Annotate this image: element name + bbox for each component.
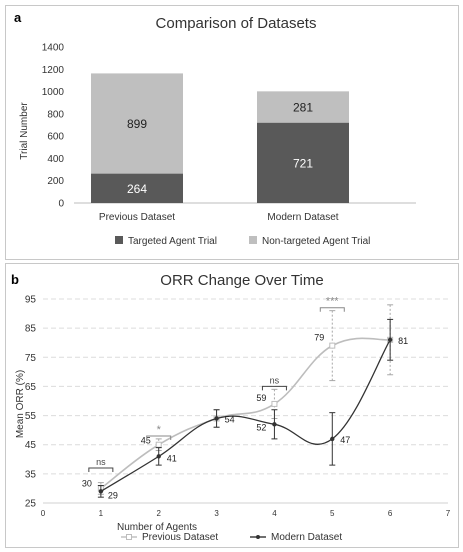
data-point [214,416,219,421]
panel-label-b: b [11,272,19,287]
bar-value-label: 281 [293,101,313,115]
bar-segment [257,122,349,203]
category-label: Modern Dataset [267,212,338,223]
legend-marker [126,534,132,540]
data-label: 29 [108,490,118,500]
y-tick-label: 600 [47,132,64,143]
data-label: 30 [82,478,92,488]
panel-b: b ORR Change Over Time Mean ORR (%) Numb… [5,263,459,548]
bar-segment [91,73,183,174]
legend-label: Previous Dataset [142,532,218,543]
x-tick-label: 2 [156,509,161,518]
y-tick-label: 800 [47,109,64,120]
panel-a: a Comparison of Datasets Trial Number 0 2… [5,5,459,260]
line-chart: b ORR Change Over Time Mean ORR (%) Numb… [11,272,451,543]
significance-label: *** [326,296,340,308]
x-tick-label: 7 [446,509,451,518]
significance-bracket [88,467,114,473]
chart-b-ylabel: Mean ORR (%) [15,370,26,438]
significance-bracket [319,307,345,312]
category-label: Previous Dataset [99,212,175,223]
legend-swatch [115,236,123,244]
y-tick-label: 1000 [42,87,65,98]
data-point [271,400,278,407]
data-label: 79 [314,333,324,343]
y-tick-label: 85 [25,324,37,335]
y-tick-label: 400 [47,154,64,165]
significance-label: ns [96,457,106,467]
x-tick-label: 4 [272,509,277,518]
x-tick-label: 1 [99,509,104,518]
significance-label: * [157,424,162,436]
y-tick-label: 35 [25,469,37,480]
significance-bracket [261,385,287,391]
data-point [155,441,162,448]
data-point [272,422,277,427]
chart-a-title: Comparison of Datasets [156,15,317,32]
x-tick-label: 3 [214,509,219,518]
x-tick-label: 5 [330,509,335,518]
data-point [156,454,161,459]
y-tick-label: 45 [25,440,37,451]
chart-b-title: ORR Change Over Time [160,272,323,289]
data-label: 52 [256,422,266,432]
y-tick-label: 1400 [42,43,65,54]
legend-label: Non-targeted Agent Trial [262,236,370,247]
y-tick-label: 0 [58,199,64,210]
bar-chart: a Comparison of Datasets Trial Number 0 2… [14,10,416,247]
y-tick-label: 200 [47,176,64,187]
y-tick-label: 95 [25,295,37,306]
data-point [329,342,336,349]
bar-segment [257,91,349,123]
significance-label: ns [270,375,280,385]
data-label: 41 [167,453,177,463]
y-tick-label: 1200 [42,65,65,76]
data-label: 59 [256,393,266,403]
y-tick-label: 65 [25,382,37,393]
data-label: 54 [225,414,235,424]
legend-label: Targeted Agent Trial [128,236,217,247]
chart-b-xlabel: Number of Agents [117,522,197,533]
legend-marker [256,535,260,539]
data-label: 81 [398,336,408,346]
series-line [100,339,391,492]
significance-bracket [146,435,172,440]
y-tick-label: 25 [25,499,37,510]
bar-value-label: 264 [127,182,147,196]
data-point [98,489,104,494]
chart-a-ylabel: Trial Number [19,102,30,160]
bar-value-label: 721 [293,156,313,170]
data-label: 45 [141,436,151,446]
data-label: 47 [340,435,350,445]
bar-value-label: 899 [127,117,147,131]
x-tick-label: 0 [41,509,46,518]
legend-swatch [249,236,257,244]
data-point [387,337,393,342]
bar-segment [91,173,183,203]
y-tick-label: 75 [25,353,37,364]
data-point [330,436,335,442]
y-tick-label: 55 [25,411,37,422]
x-tick-label: 6 [388,509,393,518]
legend-label: Modern Dataset [271,532,342,543]
panel-label-a: a [14,10,22,25]
